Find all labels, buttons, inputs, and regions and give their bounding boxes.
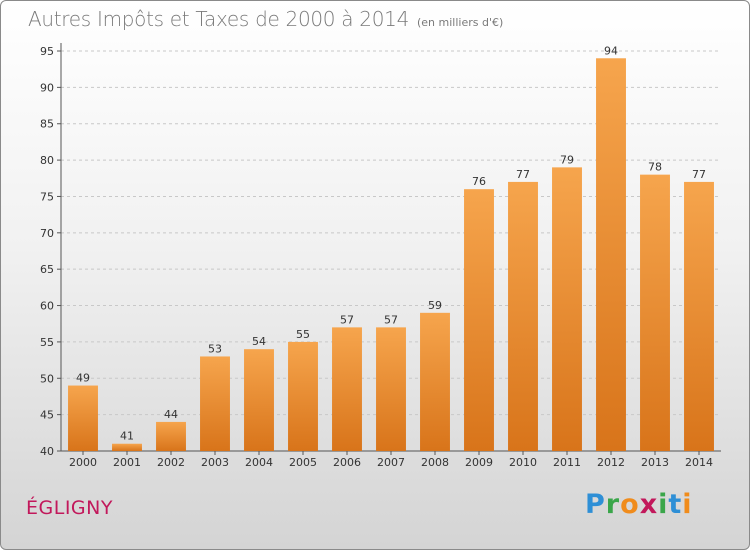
data-label: 57	[340, 313, 354, 326]
bar	[288, 341, 318, 451]
x-tick-label: 2009	[465, 456, 493, 469]
y-tick-label: 45	[40, 409, 54, 422]
data-label: 57	[384, 313, 398, 326]
data-label: 79	[560, 153, 574, 166]
x-tick-label: 2012	[597, 456, 625, 469]
bar	[200, 356, 230, 451]
x-tick-label: 2003	[201, 456, 229, 469]
x-tick-label: 2002	[157, 456, 185, 469]
y-tick-label: 95	[40, 45, 54, 58]
x-tick-label: 2008	[421, 456, 449, 469]
y-tick-label: 55	[40, 336, 54, 349]
x-tick-label: 2011	[553, 456, 581, 469]
x-tick-label: 2007	[377, 456, 405, 469]
data-label: 53	[208, 342, 222, 355]
y-tick-label: 40	[40, 445, 54, 458]
logo-letter: i	[658, 489, 669, 520]
data-label: 41	[120, 430, 134, 443]
bar	[68, 385, 98, 451]
y-tick-label: 70	[40, 227, 54, 240]
data-label: 77	[516, 168, 530, 181]
x-tick-label: 2000	[69, 456, 97, 469]
data-label: 76	[472, 175, 486, 188]
data-label: 78	[648, 161, 662, 174]
y-tick-label: 60	[40, 300, 54, 313]
y-tick-label: 90	[40, 81, 54, 94]
logo-letter: o	[620, 489, 640, 520]
y-tick-label: 65	[40, 263, 54, 276]
logo-letter: i	[682, 489, 693, 520]
y-tick-label: 50	[40, 372, 54, 385]
logo-letter: r	[605, 489, 621, 520]
data-label: 49	[76, 372, 90, 385]
data-label: 77	[692, 168, 706, 181]
y-tick-label: 85	[40, 118, 54, 131]
y-tick-label: 75	[40, 190, 54, 203]
bar	[552, 167, 582, 451]
y-tick-label: 80	[40, 154, 54, 167]
bar	[596, 58, 626, 451]
data-label: 59	[428, 299, 442, 312]
data-label: 94	[604, 44, 618, 57]
bar	[376, 327, 406, 451]
x-tick-label: 2006	[333, 456, 361, 469]
chart-title: Autres Impôts et Taxes de 2000 à 2014	[28, 7, 409, 31]
x-tick-label: 2005	[289, 456, 317, 469]
bar	[464, 189, 494, 451]
bar	[640, 174, 670, 452]
data-label: 54	[252, 335, 266, 348]
logo-letter: P	[585, 489, 606, 520]
data-label: 44	[164, 408, 178, 421]
x-tick-label: 2014	[685, 456, 713, 469]
bar	[684, 181, 714, 451]
bar	[508, 181, 538, 451]
chart-title-block: Autres Impôts et Taxes de 2000 à 2014 (en…	[28, 7, 503, 31]
logo-letter: x	[639, 489, 659, 520]
data-label: 55	[296, 328, 310, 341]
x-tick-label: 2010	[509, 456, 537, 469]
proxiti-logo: Proxiti	[585, 489, 693, 520]
x-tick-label: 2013	[641, 456, 669, 469]
bar	[156, 421, 186, 451]
bar	[244, 349, 274, 451]
bar	[112, 443, 142, 451]
logo-letter: t	[668, 489, 683, 520]
commune-name: ÉGLIGNY	[26, 497, 113, 519]
x-tick-label: 2001	[113, 456, 141, 469]
bar	[332, 327, 362, 451]
chart-subtitle: (en milliers d'€)	[417, 16, 504, 29]
bar	[420, 312, 450, 451]
x-tick-label: 2004	[245, 456, 273, 469]
